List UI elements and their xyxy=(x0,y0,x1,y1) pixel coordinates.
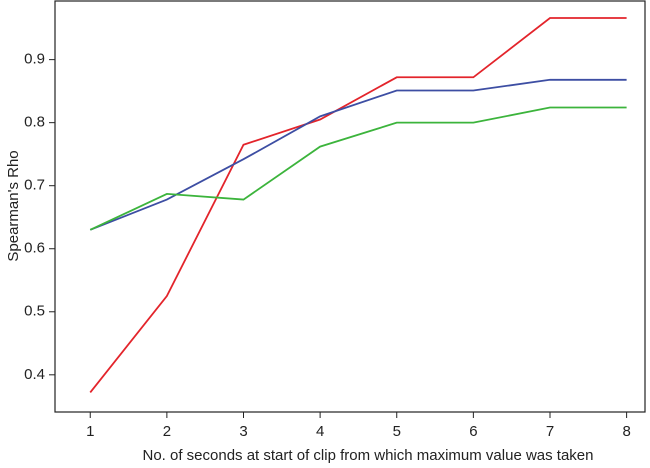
plot-frame xyxy=(54,0,646,413)
x-tick-label: 3 xyxy=(239,423,247,440)
y-tick-label: 0.5 xyxy=(24,303,45,320)
y-tick-label: 0.4 xyxy=(24,366,45,383)
x-tick-label: 5 xyxy=(393,423,401,440)
y-tick-label: 0.9 xyxy=(24,51,45,68)
line-series xyxy=(89,17,627,394)
x-tick-label: 2 xyxy=(163,423,171,440)
x-tick-label: 4 xyxy=(316,423,324,440)
x-tick-label: 8 xyxy=(622,423,630,440)
x-tick-label: 6 xyxy=(469,423,477,440)
y-tick-label: 0.7 xyxy=(24,177,45,194)
line-series xyxy=(89,78,627,231)
y-tick-label: 0.6 xyxy=(24,240,45,257)
x-axis-label: No. of seconds at start of clip from whi… xyxy=(142,447,593,464)
y-axis-label: Spearman's Rho xyxy=(5,150,22,261)
x-tick-label: 1 xyxy=(86,423,94,440)
y-tick-label: 0.8 xyxy=(24,114,45,131)
x-tick-label: 7 xyxy=(546,423,554,440)
line-series xyxy=(89,106,627,231)
